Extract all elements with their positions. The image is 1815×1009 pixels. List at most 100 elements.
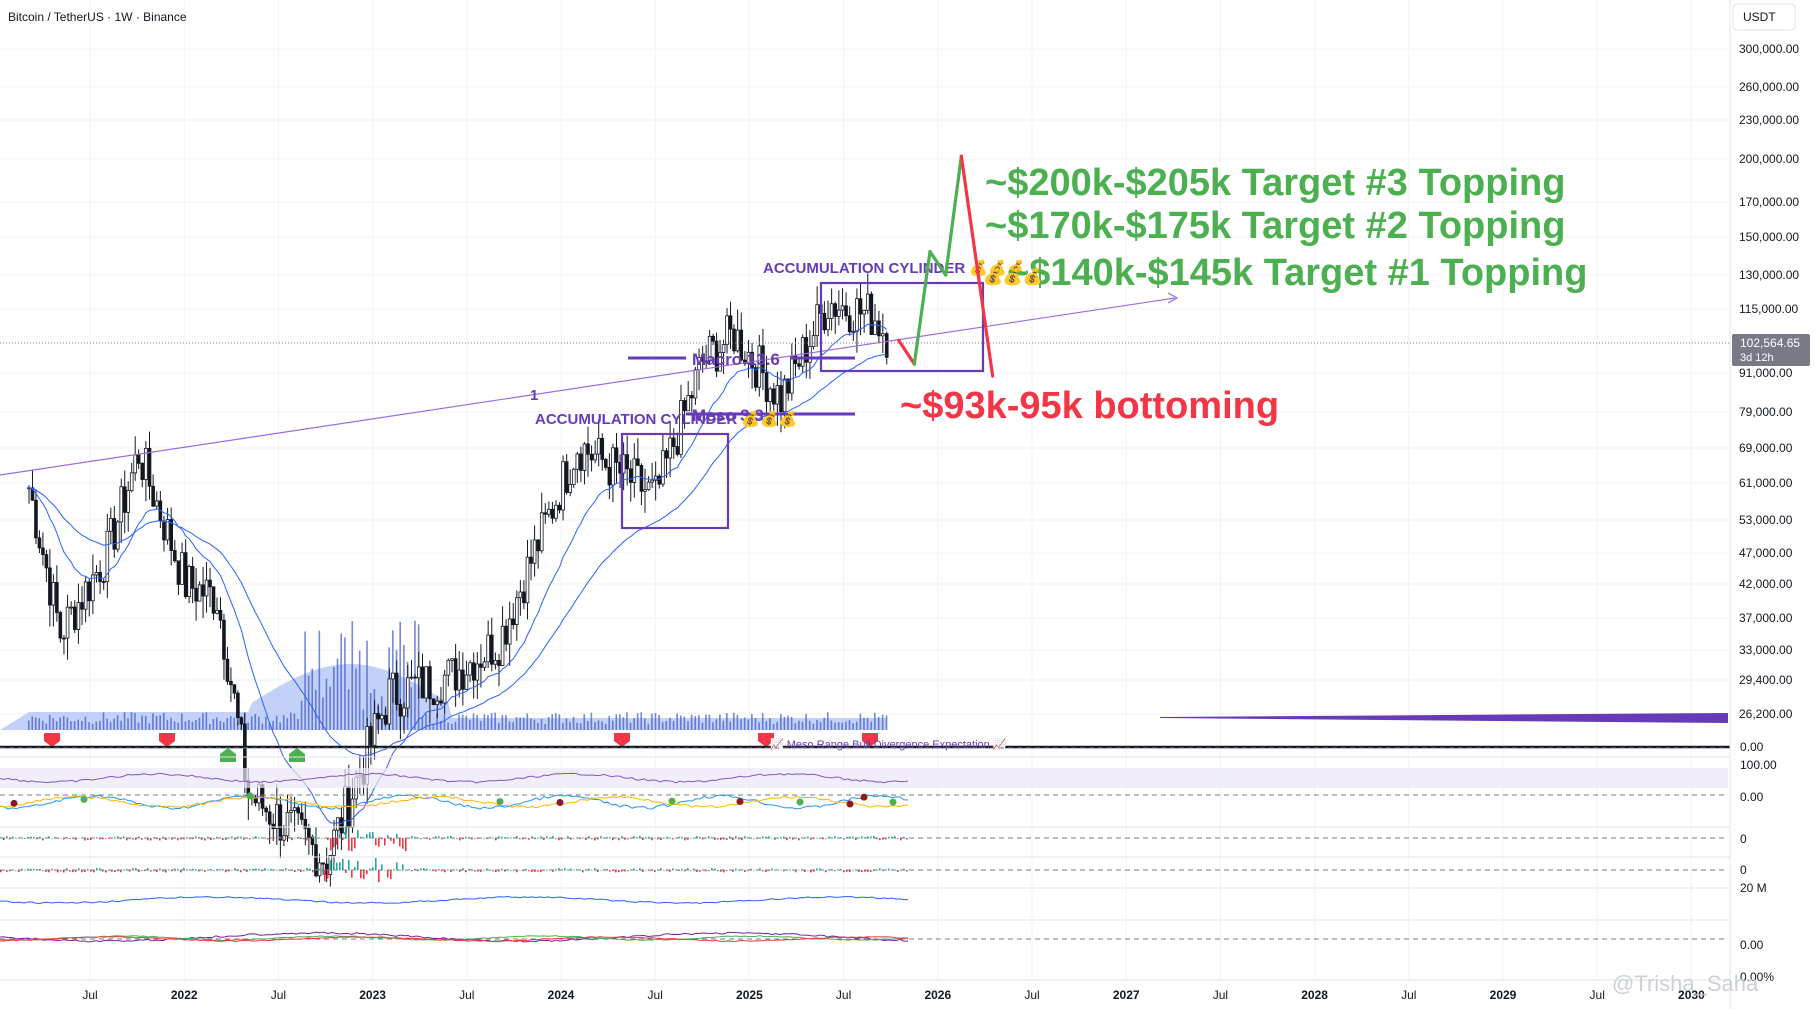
volume-bar [188, 719, 190, 730]
histogram-bar [360, 870, 362, 879]
sell-signal-marker [159, 733, 175, 747]
histogram-bar [684, 838, 686, 841]
histogram-bar [414, 836, 416, 839]
histogram-bar [198, 837, 200, 839]
histogram-bar [54, 870, 56, 871]
histogram-bar [27, 868, 29, 871]
histogram-bar [444, 837, 446, 839]
histogram-bar [6, 836, 8, 839]
histogram-bar [192, 838, 194, 840]
candle-body [136, 454, 141, 464]
histogram-bar [126, 869, 128, 871]
candle-body [376, 713, 381, 720]
histogram-bar [159, 868, 161, 871]
histogram-bar [666, 870, 668, 871]
volume-bar [808, 720, 811, 730]
candle-body [779, 385, 783, 413]
volume-bar [290, 712, 292, 730]
price-tick-label: 69,000.00 [1739, 441, 1793, 455]
volume-bar [798, 720, 800, 730]
ascending-trendline[interactable] [0, 297, 1176, 476]
volume-bar [451, 723, 453, 730]
candle-body [122, 486, 127, 513]
histogram-bar [147, 868, 149, 871]
histogram-bar [246, 870, 248, 872]
candle-body [431, 698, 436, 705]
histogram-bar [708, 836, 710, 839]
histogram-bar [246, 837, 248, 839]
candle-body [190, 566, 195, 589]
candle-body [383, 715, 388, 725]
volume-bar [765, 721, 768, 730]
volume-bar [202, 713, 204, 730]
histogram-bar [609, 870, 611, 872]
histogram-bar [156, 838, 158, 839]
histogram-bar [177, 838, 179, 841]
volume-bar [425, 713, 427, 730]
oscillator-dot [10, 799, 18, 807]
volume-bar [34, 717, 37, 730]
volume-bar [454, 721, 457, 730]
projection-path[interactable] [897, 154, 995, 378]
accumulation-box-lower[interactable] [620, 432, 730, 530]
histogram-bar [426, 838, 428, 839]
histogram-bar [294, 870, 296, 873]
histogram-bar [144, 837, 146, 839]
histogram-bar [654, 837, 656, 839]
histogram-bar [819, 868, 821, 871]
candle-body [636, 458, 640, 466]
histogram-bar [540, 836, 542, 839]
volume-bar [38, 718, 41, 730]
histogram-bar [870, 836, 872, 839]
symbol-title: Bitcoin / TetherUS · 1W · Binance [8, 10, 187, 24]
histogram-bar [0, 837, 2, 839]
histogram-bar [255, 868, 257, 871]
histogram-bar [750, 868, 752, 871]
histogram-bar [600, 869, 602, 871]
histogram-bar [813, 838, 815, 839]
histogram-bar [867, 870, 869, 872]
time-axis[interactable]: Jul 2022 Jul 2023 Jul 2024 Jul 2025 Jul 2026 Jul 20… [0, 979, 1730, 1002]
candle-body [815, 304, 819, 337]
volume-bar [102, 712, 105, 730]
histogram-bar [768, 870, 770, 871]
histogram-bar [396, 862, 398, 871]
histogram-bar [681, 868, 683, 871]
histogram-bar [702, 869, 704, 871]
candle-body [278, 804, 283, 841]
histogram-bar [510, 870, 512, 871]
candle-body [529, 556, 533, 564]
candle-body [264, 807, 268, 813]
histogram-bar [168, 837, 170, 839]
histogram-bar [639, 868, 641, 871]
histogram-bar [258, 868, 260, 871]
histogram-bar [384, 869, 386, 871]
currency-button[interactable]: USDT [1732, 3, 1796, 31]
histogram-bar [822, 869, 824, 871]
histogram-bar [168, 869, 170, 871]
histogram-bar [435, 870, 437, 872]
histogram-bar [579, 838, 581, 839]
histogram-bar [120, 838, 122, 839]
volume-bar [708, 714, 711, 730]
histogram-bar [408, 869, 410, 871]
histogram-bar [771, 868, 773, 871]
histogram-bar [48, 870, 50, 873]
histogram-bar [825, 838, 827, 839]
candle-body [822, 312, 827, 331]
histogram-bar [888, 868, 890, 871]
histogram-bar [777, 837, 779, 839]
candle-body [614, 447, 619, 463]
accumulation-box-upper[interactable] [819, 281, 985, 373]
histogram-bar [495, 870, 497, 873]
current-price-tag[interactable]: 102,564.65 3d 12h [1732, 334, 1810, 366]
projection-segment [912, 249, 932, 366]
candle-body [507, 618, 512, 645]
price-axis[interactable]: 300,000.00 260,000.00 230,000.00 200,000.00… [1729, 0, 1815, 1009]
candle-body [746, 351, 751, 364]
histogram-bar [465, 870, 467, 873]
histogram-bar [753, 869, 755, 871]
candle-body [147, 447, 152, 487]
histogram-bar [804, 870, 806, 872]
candle-body [475, 663, 480, 681]
